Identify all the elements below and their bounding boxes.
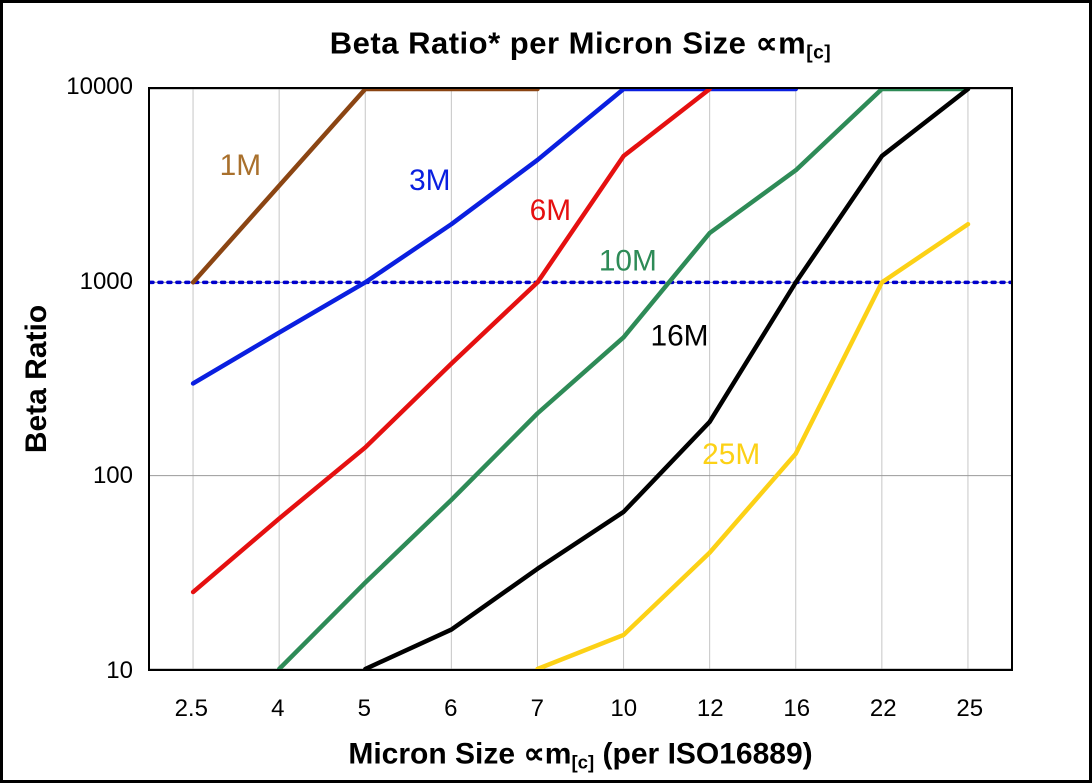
series-label-10M: 10M	[599, 245, 657, 278]
chart-title-text: Beta Ratio* per Micron Size ∝m	[329, 25, 807, 61]
x-tick-label-4: 4	[271, 695, 285, 722]
series-line-10M	[276, 89, 971, 669]
x-tick-label-22: 22	[869, 695, 897, 722]
plot-svg: 1M 3M 6M 10M 16M 25M	[150, 89, 1011, 669]
series-line-25M	[535, 221, 971, 669]
y-axis-title: Beta Ratio	[20, 304, 53, 454]
x-axis-title: Micron Size ∝m[c] (per ISO16889)	[148, 736, 1013, 773]
x-tick-label-7: 7	[530, 695, 544, 722]
x-tick-label-16: 16	[783, 695, 811, 722]
x-axis-title-subscript: [c]	[571, 751, 595, 773]
x-tick-label-5: 5	[357, 695, 371, 722]
series-label-25M: 25M	[702, 438, 760, 471]
y-tick-label-1000: 1000	[79, 267, 133, 295]
chart-title-subscript: [c]	[806, 42, 832, 64]
series-line-16M	[363, 89, 971, 669]
series-label-6M: 6M	[530, 194, 571, 227]
series-label-1M: 1M	[220, 149, 261, 182]
series-label-16M: 16M	[650, 320, 708, 353]
plot-area: 1M 3M 6M 10M 16M 25M	[148, 87, 1013, 671]
series-line-1M	[190, 89, 540, 285]
series-line-3M	[190, 89, 799, 386]
series-line-6M	[190, 89, 712, 595]
x-tick-label-6: 6	[444, 695, 458, 722]
series-label-3M: 3M	[409, 164, 450, 197]
y-tick-label-100: 100	[92, 462, 133, 490]
y-tick-label-10: 10	[106, 657, 133, 684]
y-tick-label-10000: 10000	[66, 73, 133, 100]
x-tick-label-10: 10	[610, 695, 638, 722]
x-tick-label-12: 12	[696, 695, 724, 722]
x-axis-title-text: Micron Size ∝m	[348, 737, 572, 771]
x-tick-label-25: 25	[956, 695, 984, 722]
x-tick-label-2.5: 2.5	[174, 695, 208, 722]
x-axis-title-rest: (per ISO16889)	[594, 737, 813, 771]
chart-title: Beta Ratio* per Micron Size ∝m[c]	[148, 25, 1013, 64]
